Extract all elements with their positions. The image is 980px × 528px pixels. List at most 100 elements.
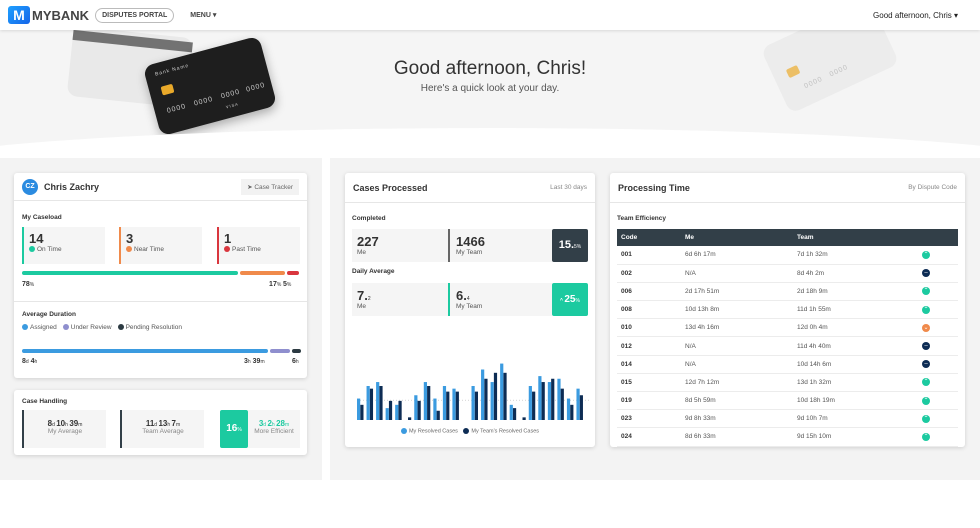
bar-team [560,388,564,420]
duration-legend-item: Pending Resolution [117,324,182,331]
hero-banner: Bank Name 0000 0000 0000 0000 VISA 0000 … [0,30,980,148]
top-nav: M MYBANK DISPUTES PORTAL MENU ▾ Good afte… [0,0,980,30]
trend-up-icon: ⌃ [922,414,930,423]
bar-team [388,400,393,420]
menu-dropdown[interactable]: MENU ▾ [190,12,217,19]
bar-me [509,404,513,420]
bar-team [522,417,526,420]
card-number: 0000 [166,103,187,115]
caseload-percent: 5% [283,281,292,288]
bar-me [490,382,494,420]
duration-value: 8d 4h [22,358,38,365]
caseload-percent: 17% [269,281,282,288]
caseload-label: My Caseload [22,214,62,221]
bar-team [427,386,431,420]
processing-table: Code Me Team 001 6d 6h 17m 7d 1h 32m ⌃ 002 N/A 8… [617,229,958,447]
caseload-bar [22,271,238,275]
bar-team [493,372,498,420]
status-dot [224,246,230,253]
bar-me [395,404,399,420]
completed-label: Completed [352,215,386,222]
bar-me [538,376,542,420]
team-efficiency-label: Team Efficiency [617,215,667,222]
bar-me [566,398,571,420]
completed-team: 1466 [456,234,485,249]
caseload-on-time: 14 On Time [22,227,105,264]
completed-me: 227 [357,234,379,249]
team-average-stat: 11d 13h 7m Team Average [120,410,204,448]
brand-name: MYBANK [32,7,90,23]
bar-me [366,386,370,420]
daily-average-label: Daily Average [352,268,395,275]
caseload-percent: 78% [22,281,35,288]
bar-me [433,398,437,420]
bar-me [357,398,361,420]
bar-team [436,410,440,420]
table-row: 024 8d 6h 33m 9d 15h 10m ⌃ [617,427,958,447]
bar-team [398,400,402,420]
efficiency-percent: 16% [220,410,248,448]
bar-me [500,363,504,420]
case-handling-label: Case Handling [22,398,68,405]
user-menu[interactable]: Good afternoon, Chris ▾ [873,10,958,20]
trend-none-icon: – [922,269,930,278]
caseload-past-time: 1 Past Time [217,227,300,264]
bar-team [417,400,421,420]
duration-bar [22,349,268,353]
table-row: 002 N/A 8d 4h 2m – [617,264,958,283]
bar-team [455,391,459,420]
trend-none-icon: – [922,342,930,351]
profile-card: CZ Chris Zachry ➤ Case Tracker My Caselo… [14,173,307,378]
case-tracker-button[interactable]: ➤ Case Tracker [241,178,299,195]
send-icon: ➤ [247,183,255,191]
portal-badge: DISPUTES PORTAL [95,7,175,23]
chart-legend: My Resolved Cases My Team's Resolved Cas… [345,428,595,434]
cases-title: Cases Processed [353,182,428,193]
table-row: 010 13d 4h 16m 12d 0h 4m ⌄ [617,318,958,338]
bar-me [452,388,456,420]
bar-team [379,386,383,420]
legend-dot-team [463,428,470,434]
bar-team [446,391,450,420]
bar-team [570,404,574,420]
processing-subtitle: By Dispute Code [908,184,957,191]
bar-me [414,395,418,420]
bar-team [369,388,374,420]
status-dot [29,246,35,253]
bar-team [541,382,545,420]
table-row: 001 6d 6h 17m 7d 1h 32m ⌃ [617,246,958,265]
logo[interactable]: M MYBANK [8,6,89,24]
daily-percent: ^ 25% [552,283,588,316]
duration-value: 3h 39m [244,358,265,365]
table-row: 019 8d 5h 59m 10d 18h 19m ⌃ [617,391,958,411]
bar-me [376,382,380,420]
bar-team [474,391,478,420]
status-dot [126,246,132,253]
duration-legend-item: Assigned [22,324,57,331]
caseload-near-time: 3 Near Time [119,227,202,264]
table-row: 012 N/A 11d 4h 40m – [617,336,958,356]
logo-icon: M [8,6,30,24]
duration-legend-item: Under Review [62,324,112,331]
processing-time-card: Processing Time By Dispute Code Team Effi… [610,173,965,447]
avatar: CZ [22,178,38,195]
user-name: Chris Zachry [44,181,100,192]
trend-none-icon: – [922,360,930,369]
trend-up-icon: ⌃ [922,305,930,314]
table-row: 014 N/A 10d 14h 6m – [617,355,958,374]
bar-me [547,382,552,420]
trend-up-icon: ⌃ [922,432,930,441]
bar-me [385,408,389,420]
daily-stats: 7.2 Me 6.4 My Team [352,283,552,316]
my-average-stat: 8d 10h 39m My Average [22,410,106,448]
trend-up-icon: ⌃ [922,378,930,387]
resolved-cases-chart [357,363,590,420]
duration-label: Average Duration [22,311,76,318]
welcome-subtitle: Here's a quick look at your day. [420,83,560,94]
bar-team [484,378,488,420]
completed-stats: 227 Me 1466 My Team [352,229,552,262]
card-number: 0000 [193,95,214,108]
table-row: 015 12d 7h 12m 13d 1h 32m ⌃ [617,373,958,393]
bar-me [471,386,475,420]
bar-me [557,378,561,420]
